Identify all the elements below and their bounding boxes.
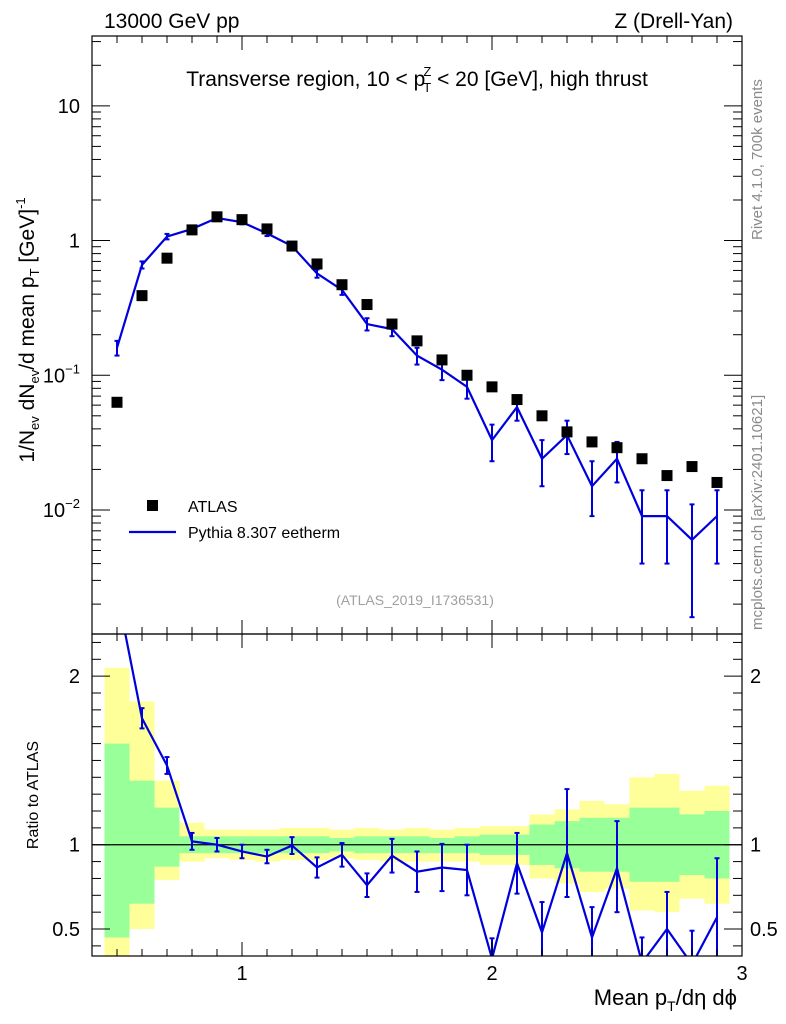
ratio-band-stat bbox=[129, 780, 155, 904]
atlas-data-point bbox=[311, 258, 323, 270]
atlas-data-point bbox=[261, 223, 273, 235]
atlas-data-point bbox=[186, 224, 198, 236]
atlas-data-point bbox=[236, 214, 248, 226]
atlas-data-point bbox=[636, 453, 648, 465]
atlas-data-point bbox=[686, 461, 698, 473]
x-tick-label: 1 bbox=[236, 963, 247, 985]
legend: ATLAS Pythia 8.307 eetherm bbox=[129, 499, 340, 542]
x-axis-title: Mean pT/dη dϕ bbox=[594, 985, 737, 1014]
x-tick-label: 3 bbox=[736, 963, 747, 985]
collision-label: 13000 GeV pp bbox=[104, 10, 239, 33]
ratio-y-tick-label: 0.5 bbox=[52, 919, 80, 941]
pythia-line bbox=[115, 216, 718, 542]
ratio-y-tick-label-right: 1 bbox=[750, 835, 761, 857]
ratio-band-stat bbox=[154, 807, 180, 867]
atlas-data-point bbox=[661, 470, 673, 482]
atlas-data-point bbox=[536, 410, 548, 422]
atlas-data-point bbox=[336, 279, 348, 291]
y-tick-label: 1 bbox=[69, 231, 80, 253]
atlas-data-point bbox=[161, 252, 173, 264]
legend-atlas-marker bbox=[147, 500, 158, 511]
ratio-y-tick-label-right: 2 bbox=[750, 666, 761, 688]
y-tick-label: 10−2 bbox=[43, 496, 80, 522]
process-label: Z (Drell-Yan) bbox=[614, 10, 733, 33]
rivet-version-label: Rivet 4.1.0, 700k events bbox=[749, 79, 766, 240]
chart-title-pre: Transverse region, 10 < p bbox=[186, 68, 425, 91]
source-label: mcplots.cern.ch [arXiv:2401.10621] bbox=[749, 395, 766, 630]
y-axis-title: 1/Nev dNev/d mean pT [GeV]-1 bbox=[13, 197, 42, 462]
analysis-id-label: (ATLAS_2019_I1736531) bbox=[336, 592, 494, 608]
main-panel: 10 1 10−1 10−2 Transverse region, 10 < pZ T … bbox=[13, 35, 743, 635]
atlas-data-point bbox=[611, 442, 623, 454]
legend-pythia-label: Pythia 8.307 eetherm bbox=[188, 525, 340, 542]
atlas-data-point bbox=[411, 335, 423, 347]
ratio-y-tick-label-right: 0.5 bbox=[750, 919, 778, 941]
ratio-y-tick-label: 1 bbox=[69, 835, 80, 857]
ratio-panel: 0.5 0.5 1 1 2 2 Ratio to ATLAS bbox=[25, 633, 778, 957]
atlas-data-point bbox=[711, 476, 723, 488]
atlas-data-point bbox=[361, 299, 373, 311]
atlas-data-point bbox=[486, 381, 498, 393]
atlas-data-point bbox=[436, 354, 448, 366]
atlas-data-point bbox=[386, 318, 398, 330]
legend-atlas-label: ATLAS bbox=[188, 499, 238, 516]
atlas-data-point bbox=[511, 394, 523, 406]
atlas-data-point bbox=[136, 290, 148, 302]
ratio-band-stat bbox=[104, 743, 130, 938]
atlas-data-point bbox=[286, 240, 298, 252]
atlas-data-point bbox=[111, 396, 123, 408]
chart-title-post: < 20 [GeV], high thrust bbox=[431, 68, 648, 91]
y-tick-label: 10−1 bbox=[43, 361, 80, 387]
y-tick-label: 10 bbox=[58, 96, 80, 118]
atlas-data-point bbox=[561, 426, 573, 438]
ratio-y-tick-label: 2 bbox=[69, 666, 80, 688]
main-panel-frame bbox=[91, 35, 743, 635]
x-tick-label: 2 bbox=[486, 963, 497, 985]
atlas-data-point bbox=[461, 369, 473, 381]
chart-title-sub: T bbox=[423, 80, 431, 95]
atlas-data-point bbox=[586, 436, 598, 448]
chart-title-sup: Z bbox=[423, 64, 431, 79]
ratio-y-axis-title: Ratio to ATLAS bbox=[25, 741, 42, 849]
chart-title: Transverse region, 10 < pZ T < 20 [GeV], … bbox=[186, 64, 648, 95]
atlas-data-point bbox=[211, 211, 223, 223]
pythia-ratio-line bbox=[124, 634, 718, 956]
